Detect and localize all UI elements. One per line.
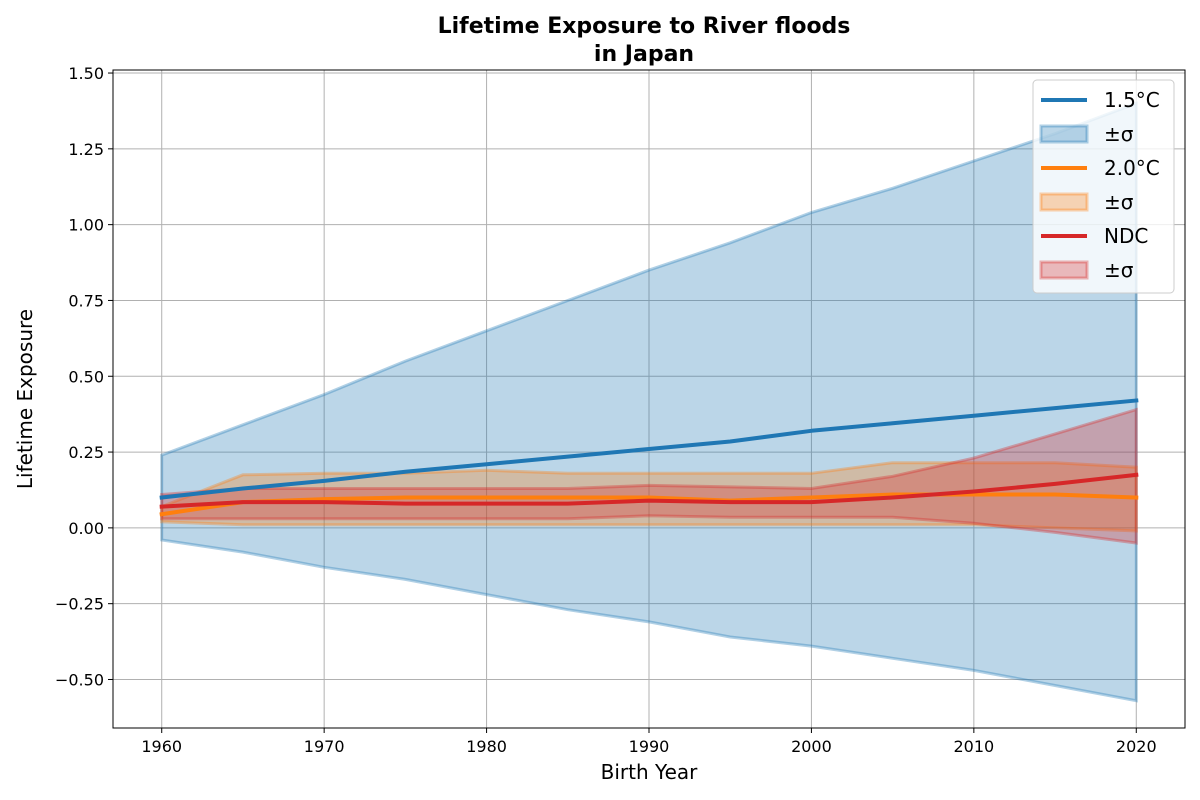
series-line-1 xyxy=(159,492,1139,517)
x-tick-label: 1980 xyxy=(466,737,507,756)
x-tick-label: 1960 xyxy=(141,737,182,756)
chart-title-line2: in Japan xyxy=(594,42,694,67)
legend-box xyxy=(1032,79,1175,294)
legend-band-swatch-1 xyxy=(1039,192,1089,212)
band-0 xyxy=(160,101,1138,703)
y-tick-label: −0.50 xyxy=(55,670,104,689)
x-axis-label: Birth Year xyxy=(601,760,698,784)
y-tick-label: 0.25 xyxy=(68,443,104,462)
legend-label-0: 1.5°C xyxy=(1104,88,1160,112)
y-tick-label: 0.50 xyxy=(68,367,104,386)
x-tick-label: 2020 xyxy=(1116,737,1157,756)
y-axis: −0.50 −0.25 0.00 0.25 0.50 0.75 1.00 1.25 1.50 xyxy=(55,64,113,689)
y-tick-label: 1.50 xyxy=(68,64,104,83)
y-tick-label: 0.00 xyxy=(68,519,104,538)
legend-band-label-1: ±σ xyxy=(1104,190,1134,214)
legend-band-label-2: ±σ xyxy=(1104,258,1134,282)
legend-band-swatch-0 xyxy=(1039,124,1089,144)
y-tick-label: −0.25 xyxy=(55,595,104,614)
band-2 xyxy=(160,407,1138,545)
x-tick-label: 1970 xyxy=(304,737,345,756)
chart-title-line1: Lifetime Exposure to River floods xyxy=(438,14,851,39)
y-axis-label: Lifetime Exposure xyxy=(13,309,37,489)
x-tick-label: 2010 xyxy=(953,737,994,756)
x-axis: 1960 1970 1980 1990 2000 2010 2020 xyxy=(141,728,1157,756)
series-line-0 xyxy=(159,398,1139,500)
series-line-2 xyxy=(159,472,1139,509)
y-tick-label: 1.25 xyxy=(68,140,104,159)
y-tick-label: 0.75 xyxy=(68,291,104,310)
legend-label-1: 2.0°C xyxy=(1104,156,1160,180)
y-tick-label: 1.00 xyxy=(68,216,104,235)
series-lines xyxy=(159,398,1139,517)
x-tick-label: 2000 xyxy=(791,737,832,756)
legend-band-swatch-2 xyxy=(1039,260,1089,280)
x-tick-label: 1990 xyxy=(629,737,670,756)
legend-band-label-0: ±σ xyxy=(1104,122,1134,146)
grid xyxy=(113,70,1185,728)
legend-label-2: NDC xyxy=(1104,224,1148,248)
legend: 1.5°C ±σ 2.0°C ±σ NDC ±σ xyxy=(1032,79,1175,294)
